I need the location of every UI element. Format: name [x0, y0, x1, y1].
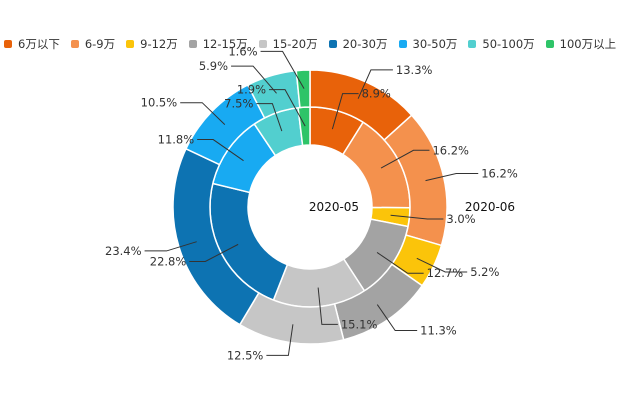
- legend-item[interactable]: 50-100万: [468, 36, 535, 52]
- legend-swatch: [468, 40, 477, 48]
- legend-swatch: [126, 40, 135, 48]
- outer-ring: [172, 69, 448, 345]
- inner-series-label: 2020-05: [309, 200, 359, 214]
- leader-line: [231, 65, 277, 94]
- legend-swatch: [398, 40, 407, 48]
- leader-line: [416, 257, 468, 273]
- inner-data-label: 1.9%: [237, 83, 266, 97]
- legend-label: 30-50万: [412, 37, 458, 51]
- outer-data-label: 10.5%: [141, 96, 178, 110]
- legend-item[interactable]: 15-20万: [258, 36, 318, 52]
- leader-line: [376, 252, 424, 274]
- inner-data-label: 8.9%: [362, 87, 391, 101]
- outer-data-label: 5.9%: [199, 59, 228, 73]
- inner-data-label: 3.0%: [446, 212, 475, 226]
- inner-data-label: 16.2%: [432, 143, 469, 157]
- leader-lines: [144, 50, 479, 356]
- legend-item[interactable]: 12-15万: [188, 36, 248, 52]
- legend-swatch: [4, 40, 12, 48]
- leader-line: [197, 139, 244, 162]
- inner-data-label: 11.8%: [158, 133, 195, 147]
- inner-data-label: 15.1%: [341, 317, 378, 331]
- leader-line: [189, 243, 239, 262]
- legend-item[interactable]: 9-12万: [126, 36, 178, 52]
- outer-data-label: 11.3%: [420, 323, 457, 337]
- leader-line: [180, 102, 226, 125]
- leader-line: [390, 214, 444, 220]
- inner-data-label: 7.5%: [224, 97, 253, 111]
- legend-label: 100万以上: [559, 37, 617, 51]
- legend-item[interactable]: 6-9万: [70, 36, 116, 52]
- leader-line: [260, 50, 305, 89]
- leader-line: [256, 103, 283, 132]
- legend-label: 20-30万: [342, 37, 388, 51]
- outer-segment[interactable]: [295, 69, 311, 109]
- data-labels: 8.9% 16.2% 3.0% 12.7% 15.1% 22.8% 11.8% 7.5%1.9…: [105, 44, 518, 362]
- outer-data-label: 23.4%: [105, 244, 142, 258]
- legend-item[interactable]: 6万以下: [4, 36, 60, 52]
- legend-swatch: [70, 40, 79, 48]
- outer-data-label: 12.5%: [227, 348, 264, 362]
- legend-swatch: [328, 40, 337, 48]
- leader-line: [144, 241, 197, 252]
- legend-swatch: [545, 40, 554, 48]
- legend-label: 6万以下: [18, 37, 60, 51]
- leader-line: [357, 69, 393, 99]
- leader-line: [266, 324, 294, 356]
- outer-series-label: 2020-06: [465, 200, 515, 214]
- legend-label: 9-12万: [140, 37, 178, 51]
- inner-data-label: 12.7%: [427, 266, 464, 280]
- outer-data-label: 1.6%: [228, 44, 257, 58]
- legend-label: 12-15万: [202, 37, 248, 51]
- legend-item[interactable]: 100万以上: [545, 36, 617, 52]
- legend-label: 6-9万: [84, 37, 116, 51]
- leader-line: [317, 287, 338, 325]
- legend-swatch: [188, 40, 197, 48]
- leader-line: [376, 304, 418, 331]
- legend-item[interactable]: 30-50万: [398, 36, 458, 52]
- leader-line: [425, 173, 479, 182]
- outer-data-label: 16.2%: [481, 167, 518, 181]
- leader-line: [380, 149, 430, 169]
- inner-ring: [209, 106, 411, 308]
- legend-label: 15-20万: [272, 37, 318, 51]
- leader-line: [269, 89, 306, 127]
- legend-label: 50-100万: [482, 37, 535, 51]
- outer-data-label: 5.2%: [470, 265, 499, 279]
- outer-data-label: 13.3%: [396, 63, 433, 77]
- legend-swatch: [258, 40, 267, 48]
- inner-data-label: 22.8%: [150, 254, 187, 268]
- legend-item[interactable]: 20-30万: [328, 36, 388, 52]
- legend: 6万以下 6-9万 9-12万 12-15万 15-20万 20-30万 30-…: [4, 36, 620, 52]
- leader-line: [331, 93, 359, 130]
